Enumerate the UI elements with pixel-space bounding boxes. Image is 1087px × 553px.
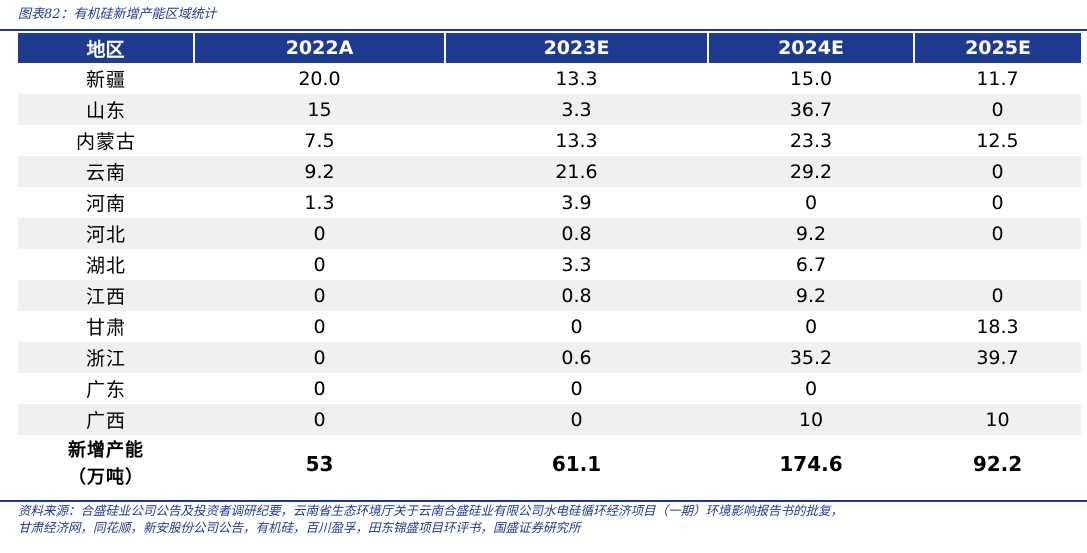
total-value-cell: 174.6 (708, 435, 914, 493)
region-cell: 广东 (85, 379, 126, 401)
header-2023e: 2023E (445, 33, 709, 63)
table-row: 河南 1.3 3.9 0 0 (18, 187, 1081, 218)
value-cell: 0.8 (445, 218, 708, 249)
value-cell: 29.2 (708, 156, 914, 187)
value-cell: 15.0 (789, 67, 833, 90)
capacity-table: 地区 2022A 2023E 2024E 2025E 新疆 20.0 13.3 … (18, 33, 1081, 493)
top-divider (0, 29, 1087, 31)
value-cell: 15 (194, 94, 445, 125)
value-cell: 11.7 (976, 67, 1019, 90)
value-cell: 0 (804, 315, 818, 338)
total-value-cell: 53 (194, 435, 445, 493)
value-cell: 0 (914, 280, 1081, 311)
value-cell: 0 (914, 218, 1081, 249)
table-row: 江西 0 0.8 9.2 0 (18, 280, 1081, 311)
total-value-cell: 92.2 (914, 435, 1081, 493)
value-cell: 0 (991, 191, 1004, 214)
region-cell: 河南 (85, 193, 126, 215)
value-cell: 3.9 (561, 191, 592, 214)
figure-title: 图表82：有机硅新增产能区域统计 (18, 7, 217, 22)
header-2025e: 2025E (914, 33, 1081, 63)
value-cell: 0 (313, 377, 326, 400)
total-value-cell: 61.1 (445, 435, 708, 493)
value-cell: 18.3 (976, 315, 1019, 338)
value-cell: 0 (570, 377, 583, 400)
region-cell: 广西 (18, 404, 194, 435)
value-cell: 0.6 (445, 342, 708, 373)
region-cell: 浙江 (18, 342, 194, 373)
total-label-cell: 新增产能 （万吨） (18, 435, 194, 493)
table-row: 湖北 0 3.3 6.7 (18, 249, 1081, 280)
value-cell: 35.2 (708, 342, 914, 373)
source-note: 资料来源：合盛硅业公司公告及投资者调研纪要，云南省生态环境厅关于云南合盛硅业有限… (18, 502, 1083, 536)
value-cell: 0 (194, 280, 445, 311)
table-row: 广东 0 0 0 (18, 373, 1081, 404)
table-row: 甘肃 0 0 0 18.3 (18, 311, 1081, 342)
region-cell: 甘肃 (85, 317, 126, 339)
value-cell: 23.3 (789, 129, 833, 152)
source-line-2: 甘肃经济网，同花顺，新安股份公司公告，有机硅，百川盈孚，田东锦盛项目环评书，国盛… (18, 520, 581, 535)
source-line-1: 资料来源：合盛硅业公司公告及投资者调研纪要，云南省生态环境厅关于云南合盛硅业有限… (18, 503, 844, 518)
table-row: 广西 0 0 10 10 (18, 404, 1081, 435)
value-cell: 9.2 (194, 156, 445, 187)
value-cell: 21.6 (445, 156, 708, 187)
value-cell: 0 (570, 315, 583, 338)
value-cell (914, 249, 1081, 280)
region-cell: 新疆 (85, 69, 126, 91)
value-cell: 0 (313, 315, 326, 338)
region-cell: 云南 (18, 156, 194, 187)
header-2022a: 2022A (194, 33, 446, 63)
value-cell: 7.5 (304, 129, 335, 152)
table-row: 云南 9.2 21.6 29.2 0 (18, 156, 1081, 187)
value-cell: 10 (708, 404, 914, 435)
value-cell: 0 (914, 94, 1081, 125)
region-cell: 江西 (18, 280, 194, 311)
value-cell: 0 (313, 253, 326, 276)
region-cell: 河北 (18, 218, 194, 249)
total-label-line1: 新增产能 (68, 440, 144, 461)
value-cell: 0 (914, 156, 1081, 187)
value-cell: 0.8 (445, 280, 708, 311)
header-2024e: 2024E (708, 33, 915, 63)
table-header-row: 地区 2022A 2023E 2024E 2025E (18, 33, 1081, 63)
value-cell (914, 373, 1081, 404)
value-cell: 6.7 (795, 253, 827, 276)
value-cell: 0 (445, 404, 708, 435)
total-label-line2: （万吨） (68, 467, 144, 488)
value-cell: 39.7 (914, 342, 1081, 373)
region-cell: 山东 (18, 94, 194, 125)
table-row: 浙江 0 0.6 35.2 39.7 (18, 342, 1081, 373)
value-cell: 1.3 (304, 191, 335, 214)
value-cell: 36.7 (708, 94, 914, 125)
bottom-divider (0, 500, 1087, 502)
header-region: 地区 (18, 33, 195, 63)
table-row: 新疆 20.0 13.3 15.0 11.7 (18, 63, 1081, 94)
value-cell: 0 (194, 404, 445, 435)
value-cell: 0 (194, 342, 445, 373)
value-cell: 13.3 (555, 67, 598, 90)
value-cell: 20.0 (298, 67, 341, 90)
value-cell: 0 (804, 377, 818, 400)
region-cell: 内蒙古 (75, 131, 136, 153)
table-row: 山东 15 3.3 36.7 0 (18, 94, 1081, 125)
region-cell: 湖北 (85, 255, 126, 277)
table-row: 河北 0 0.8 9.2 0 (18, 218, 1081, 249)
value-cell: 9.2 (708, 280, 914, 311)
value-cell: 13.3 (555, 129, 598, 152)
table-row: 内蒙古 7.5 13.3 23.3 12.5 (18, 125, 1081, 156)
value-cell: 3.3 (561, 253, 592, 276)
value-cell: 12.5 (976, 129, 1019, 152)
value-cell: 10 (914, 404, 1081, 435)
value-cell: 3.3 (445, 94, 708, 125)
total-row: 新增产能 （万吨） 53 61.1 174.6 92.2 (18, 435, 1081, 493)
value-cell: 0 (804, 191, 818, 214)
value-cell: 0 (194, 218, 445, 249)
value-cell: 9.2 (708, 218, 914, 249)
